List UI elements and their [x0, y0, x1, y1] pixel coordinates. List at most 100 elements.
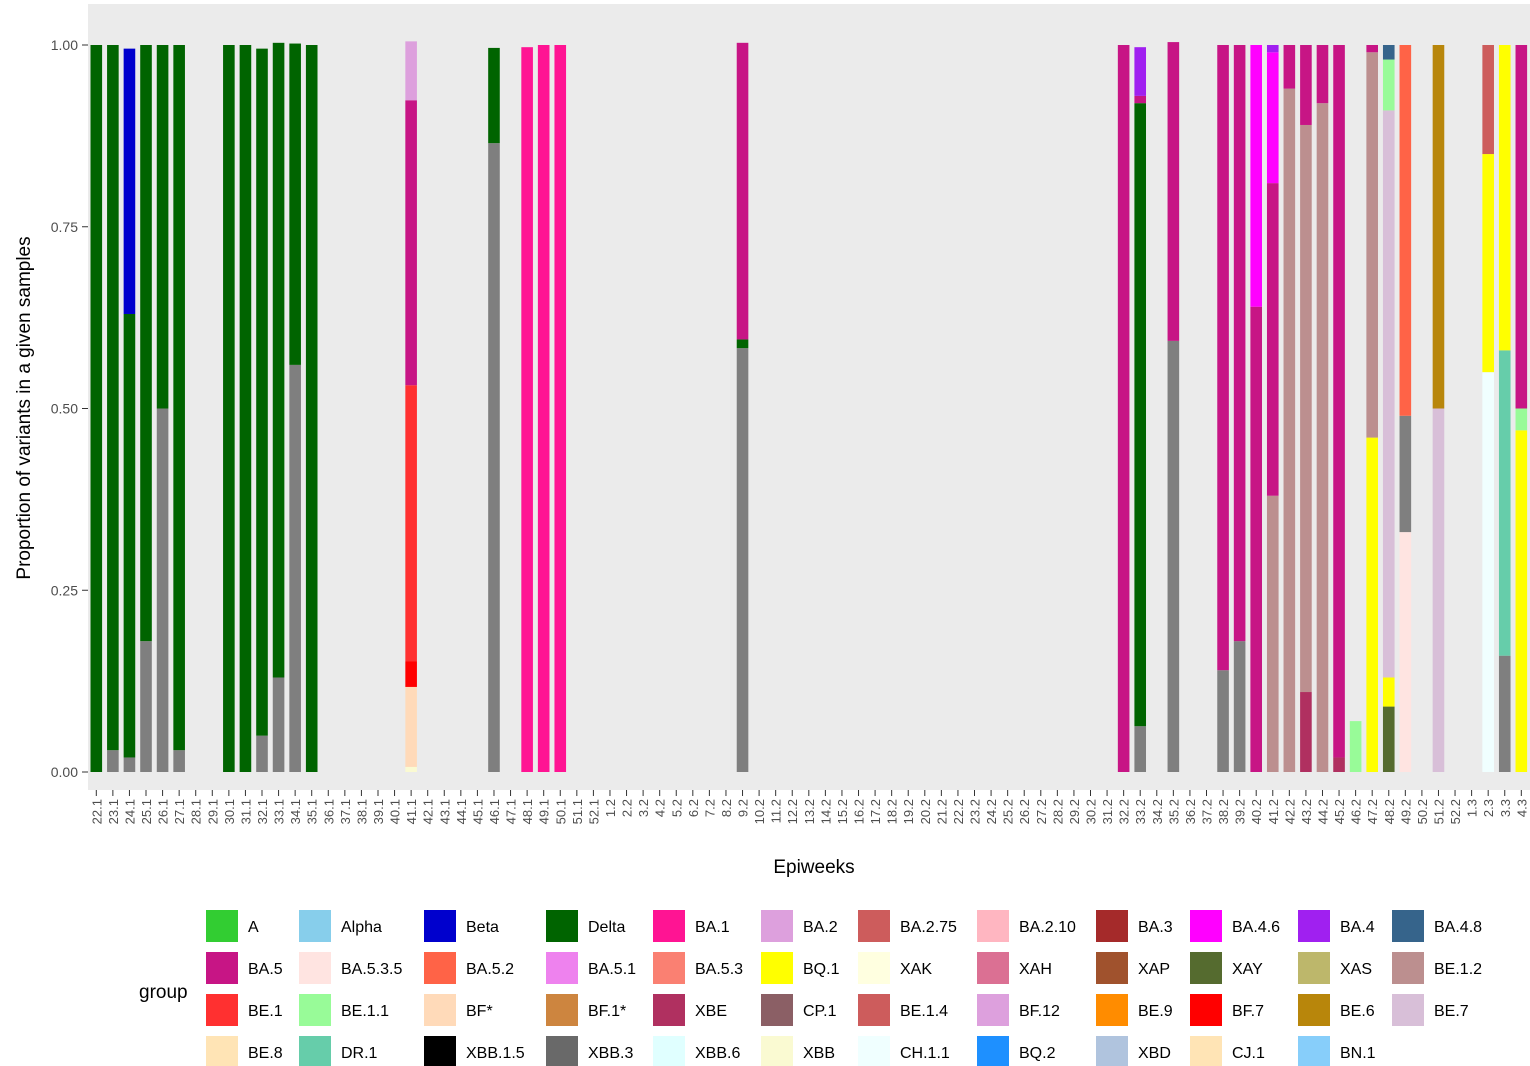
x-tick-label: 29.2	[1067, 799, 1082, 824]
legend-label: XBD	[1138, 1045, 1171, 1062]
legend-label: BA.1	[695, 919, 730, 936]
legend-swatch	[546, 994, 578, 1026]
legend-label: BA.5.3.5	[341, 961, 402, 978]
legend-swatch	[858, 994, 890, 1026]
legend-label: BF.1*	[588, 1003, 626, 1020]
x-tick-label: 2.3	[1481, 799, 1496, 817]
legend-title: group	[139, 982, 188, 1003]
legend-label: BA.5.1	[588, 961, 636, 978]
legend-swatch	[977, 1036, 1009, 1066]
x-tick-label: 46.2	[1349, 799, 1364, 824]
bar-segment	[1300, 692, 1312, 772]
bar-segment	[1366, 52, 1378, 438]
legend-swatch	[1096, 994, 1128, 1026]
y-tick-label: 1.00	[51, 37, 78, 53]
x-tick-label: 11.2	[769, 799, 784, 823]
legend-swatch	[1096, 910, 1128, 942]
legend-label: BA.4.8	[1434, 919, 1482, 936]
legend-label: XBB.6	[695, 1045, 740, 1062]
bar-segment	[405, 41, 417, 101]
bar-segment	[1382, 677, 1395, 707]
bar-segment	[173, 45, 185, 751]
x-tick-label: 37.2	[1199, 799, 1214, 824]
x-tick-label: 26.2	[1017, 799, 1032, 824]
legend-label: BA.4.6	[1232, 919, 1280, 936]
bar-segment	[1266, 52, 1279, 184]
y-tick-label: 0.00	[51, 764, 78, 780]
legend-label: Alpha	[341, 919, 382, 936]
bar-segment	[140, 641, 152, 772]
bar-segment	[289, 43, 301, 365]
x-tick-label: 21.2	[934, 799, 949, 824]
legend-swatch	[1190, 994, 1222, 1026]
bar-segment	[1266, 45, 1279, 53]
legend-label: BE.1.2	[1434, 961, 1482, 978]
legend-label: XAY	[1232, 961, 1263, 978]
legend-swatch	[1190, 1036, 1222, 1066]
legend-swatch	[761, 994, 793, 1026]
bar-segment	[1217, 45, 1229, 671]
x-axis: 22.1 23.1 24.1 25.1 26.1 27.1 28.1 29.1 30.1 31.1…	[89, 790, 1529, 824]
y-tick-label: 0.50	[51, 401, 78, 417]
legend-swatch	[206, 952, 238, 984]
bar-segment	[1283, 88, 1296, 773]
y-axis-title: Proportion of variants in a given sample…	[14, 236, 35, 579]
x-tick-label: 28.2	[1050, 799, 1065, 824]
x-tick-label: 25.1	[139, 799, 154, 824]
legend-swatch	[761, 910, 793, 942]
legend-swatch	[653, 1036, 685, 1066]
bar-segment	[140, 45, 152, 642]
legend-swatch	[858, 952, 890, 984]
legend-label: A	[248, 919, 259, 936]
bar-segment	[1382, 110, 1395, 678]
x-tick-label: 3.3	[1498, 799, 1513, 817]
x-tick-label: 45.2	[1332, 799, 1347, 824]
legend-swatch	[977, 952, 1009, 984]
legend-label: BF.12	[1019, 1003, 1060, 1020]
x-tick-label: 32.1	[255, 799, 270, 824]
bar-segment	[1250, 306, 1262, 772]
bar-segment	[1515, 45, 1528, 409]
legend-swatch	[424, 910, 456, 942]
x-axis-title: Epiweeks	[773, 857, 854, 878]
legend-label: BQ.2	[1019, 1045, 1056, 1062]
bar-segment	[256, 48, 268, 736]
bar-segment	[1250, 45, 1262, 307]
legend-label: BA.3	[1138, 919, 1173, 936]
legend-label: BN.1	[1340, 1045, 1376, 1062]
legend-label: BE.1.1	[341, 1003, 389, 1020]
bar-segment	[1432, 408, 1445, 772]
x-tick-label: 24.2	[984, 799, 999, 824]
bar-segment	[1366, 45, 1378, 53]
x-tick-label: 10.2	[752, 799, 767, 824]
x-tick-label: 1.2	[603, 799, 618, 817]
bar-segment	[173, 750, 185, 772]
legend-swatch	[858, 910, 890, 942]
bar-segment	[1432, 45, 1445, 409]
legend-label: Delta	[588, 919, 625, 936]
legend: A Alpha Beta Delta BA.1 BA.2 BA.2.75 BA.2.10 BA.…	[206, 910, 1482, 1066]
x-tick-label: 40.2	[1249, 799, 1264, 824]
x-tick-label: 40.1	[388, 799, 403, 824]
x-tick-label: 47.2	[1365, 799, 1380, 824]
y-tick-label: 0.75	[51, 219, 78, 235]
legend-label: CP.1	[803, 1003, 837, 1020]
x-tick-label: 22.2	[951, 799, 966, 824]
legend-swatch	[1392, 994, 1424, 1026]
bars-layer	[90, 41, 1528, 773]
bar-segment	[1134, 726, 1147, 772]
bar-segment	[123, 48, 136, 314]
x-tick-label: 31.2	[1100, 799, 1115, 824]
legend-label: XAP	[1138, 961, 1170, 978]
x-tick-label: 30.2	[1084, 799, 1099, 824]
legend-label: BA.5	[248, 961, 283, 978]
legend-label: XAH	[1019, 961, 1052, 978]
bar-segment	[1349, 721, 1362, 772]
legend-swatch	[1392, 952, 1424, 984]
x-tick-label: 43.2	[1299, 799, 1314, 824]
bar-segment	[1399, 415, 1412, 533]
bar-segment	[1382, 45, 1395, 60]
legend-swatch	[424, 1036, 456, 1066]
legend-swatch	[977, 910, 1009, 942]
